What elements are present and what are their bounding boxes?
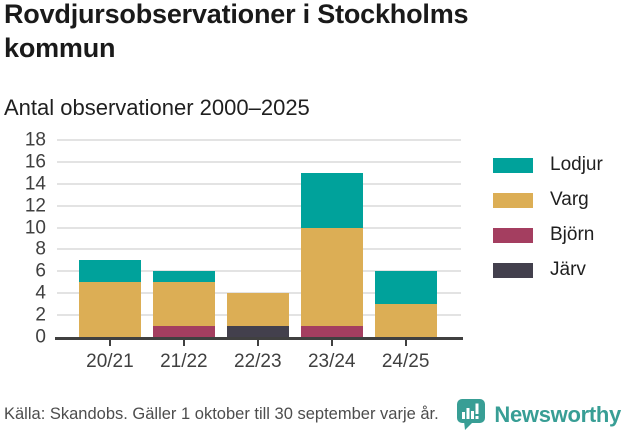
x-axis-line xyxy=(55,337,463,340)
bar-segment-varg xyxy=(226,293,289,327)
legend-label: Varg xyxy=(550,189,589,210)
legend-label: Björn xyxy=(550,224,595,245)
plot-area: 0 2 4 6 8 10 12 14 16 18 20/21 21/22 22/23 23/24 24/25 xyxy=(25,131,463,372)
chart-subtitle: Antal observationer 2000–2025 xyxy=(4,95,310,120)
legend-swatch xyxy=(493,157,533,173)
bar-segment-varg xyxy=(374,304,437,337)
legend-label: Järv xyxy=(550,259,586,280)
page-title-line2: kommun xyxy=(4,33,116,63)
y-axis-tick-label: 14 xyxy=(24,173,46,195)
brand-name: Newsworthy xyxy=(494,401,621,427)
legend: Lodjur Varg Björn Järv xyxy=(493,154,603,337)
bar-segment-lodjur xyxy=(374,271,437,305)
bar-22/23 xyxy=(226,140,289,337)
legend-item-lodjur: Lodjur xyxy=(493,154,603,176)
gridline xyxy=(57,204,461,207)
x-axis-tick-label: 22/23 xyxy=(234,351,282,372)
bar-20/21 xyxy=(79,140,141,337)
legend-swatch xyxy=(493,227,533,243)
source-note: Källa: Skandobs. Gäller 1 oktober till 3… xyxy=(4,405,439,423)
gridline xyxy=(57,248,461,251)
bar-24/25 xyxy=(374,140,437,337)
gridline xyxy=(57,270,461,273)
bar-21/22 xyxy=(152,140,215,337)
bar-segment-björn xyxy=(300,326,363,337)
gridline xyxy=(57,226,461,229)
bar-23/24 xyxy=(300,140,363,337)
y-axis-tick-label: 18 xyxy=(24,129,46,151)
bar-segment-varg xyxy=(79,282,141,337)
bar-segment-lodjur xyxy=(300,172,363,228)
y-axis-tick-label: 16 xyxy=(24,151,46,173)
gridline xyxy=(57,182,461,185)
page-title-line1: Rovdjursobservationer i Stockholms xyxy=(4,0,469,29)
x-axis-tick xyxy=(182,340,185,346)
bar-segment-lodjur xyxy=(152,271,215,283)
x-axis-tick xyxy=(404,340,407,346)
y-axis-tick-label: 8 xyxy=(35,238,46,260)
x-axis-tick xyxy=(108,340,111,346)
legend-swatch xyxy=(493,192,533,208)
chart: 0 2 4 6 8 10 12 14 16 18 20/21 21/22 22/23 23/24 24/25… xyxy=(4,131,621,373)
bar-segment-lodjur xyxy=(79,260,141,283)
bar-segment-varg xyxy=(300,227,363,327)
bar-segment-järv xyxy=(226,326,289,337)
y-axis-tick-label: 10 xyxy=(24,217,46,239)
gridline xyxy=(57,139,461,141)
x-axis-tick-label: 21/22 xyxy=(160,351,208,372)
brand-logo: Newsworthy xyxy=(456,398,621,431)
y-axis-tick-label: 6 xyxy=(35,260,46,282)
legend-item-järv: Järv xyxy=(493,259,603,281)
page-title: Rovdjursobservationer i Stockholms kommu… xyxy=(4,0,621,65)
bar-segment-varg xyxy=(152,282,215,327)
newsworthy-icon xyxy=(457,399,486,430)
x-axis-tick-label: 20/21 xyxy=(86,351,134,372)
legend-label: Lodjur xyxy=(550,154,603,175)
legend-swatch xyxy=(493,262,533,278)
x-axis-tick-label: 24/25 xyxy=(381,351,430,372)
y-axis-tick-label: 0 xyxy=(35,326,46,348)
y-axis-tick-label: 12 xyxy=(24,195,46,217)
x-axis-tick-label: 23/24 xyxy=(307,351,356,372)
y-axis-tick-label: 2 xyxy=(35,304,46,326)
bar-segment-björn xyxy=(152,326,215,337)
x-axis-tick xyxy=(330,340,333,346)
footer: Källa: Skandobs. Gäller 1 oktober till 3… xyxy=(4,398,621,431)
gridline xyxy=(57,160,461,163)
x-axis-tick xyxy=(256,340,259,346)
y-axis-tick-label: 4 xyxy=(35,282,46,304)
legend-item-varg: Varg xyxy=(493,189,603,211)
legend-item-björn: Björn xyxy=(493,224,603,246)
